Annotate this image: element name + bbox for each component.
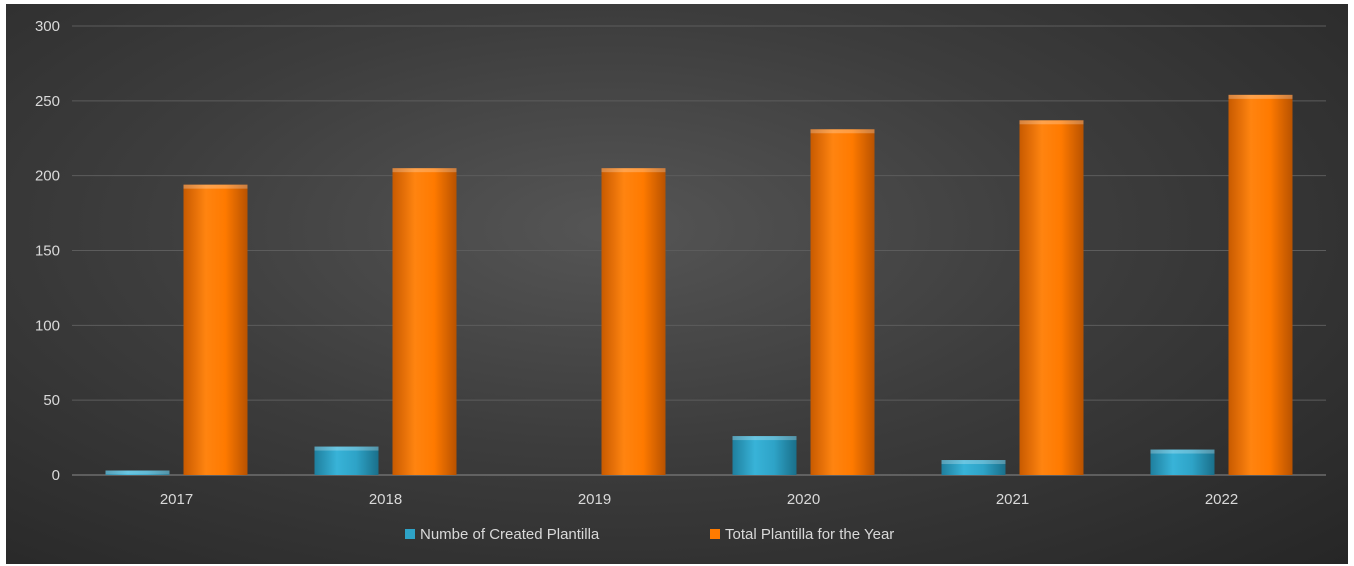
x-tick-label: 2020 (787, 491, 820, 508)
bar-created-2018 (314, 446, 379, 475)
bar-cap (1150, 449, 1215, 454)
bar-created-2020 (732, 436, 797, 475)
legend-label-created: Numbe of Created Plantilla (420, 526, 600, 543)
x-tick-label: 2017 (160, 491, 193, 508)
legend-swatch-created (405, 529, 415, 539)
bar-total-2022 (1228, 94, 1293, 475)
bar-total-2017 (183, 184, 248, 475)
axes: 0 50 100 150 200 250 300 2017 2018 2019 2020 2021 20… (35, 18, 1326, 508)
legend-swatch-total (710, 529, 720, 539)
bars (105, 94, 1293, 475)
bar-total-2018 (392, 168, 457, 475)
bar-cap (392, 168, 457, 173)
x-tick-label: 2021 (996, 491, 1029, 508)
y-tick-label: 300 (35, 18, 60, 35)
bar-total-2021 (1019, 120, 1084, 475)
bar-cap (1019, 120, 1084, 125)
y-tick-label: 150 (35, 243, 60, 260)
bar-created-2017 (105, 470, 170, 475)
x-tick-label: 2022 (1205, 491, 1238, 508)
y-tick-label: 0 (52, 467, 60, 484)
bar-total-2019 (601, 168, 666, 475)
bar-cap (941, 460, 1006, 465)
bar-created-2021 (941, 460, 1006, 475)
bar-cap (314, 446, 379, 451)
legend-label-total: Total Plantilla for the Year (725, 526, 894, 543)
gridlines (72, 25, 1326, 401)
bar-created-2022 (1150, 449, 1215, 475)
bar-cap (810, 129, 875, 134)
bar-cap (601, 168, 666, 173)
x-tick-label: 2019 (578, 491, 611, 508)
bar-cap (1228, 94, 1293, 99)
x-tick-label: 2018 (369, 491, 402, 508)
bar-total-2020 (810, 129, 875, 475)
y-tick-label: 200 (35, 168, 60, 185)
y-tick-label: 100 (35, 317, 60, 334)
legend: Numbe of Created Plantilla Total Plantill… (405, 526, 894, 543)
bar-cap (183, 184, 248, 189)
y-tick-label: 50 (43, 392, 60, 409)
y-tick-label: 250 (35, 93, 60, 110)
bar-cap (105, 470, 170, 475)
bar-cap (732, 436, 797, 441)
